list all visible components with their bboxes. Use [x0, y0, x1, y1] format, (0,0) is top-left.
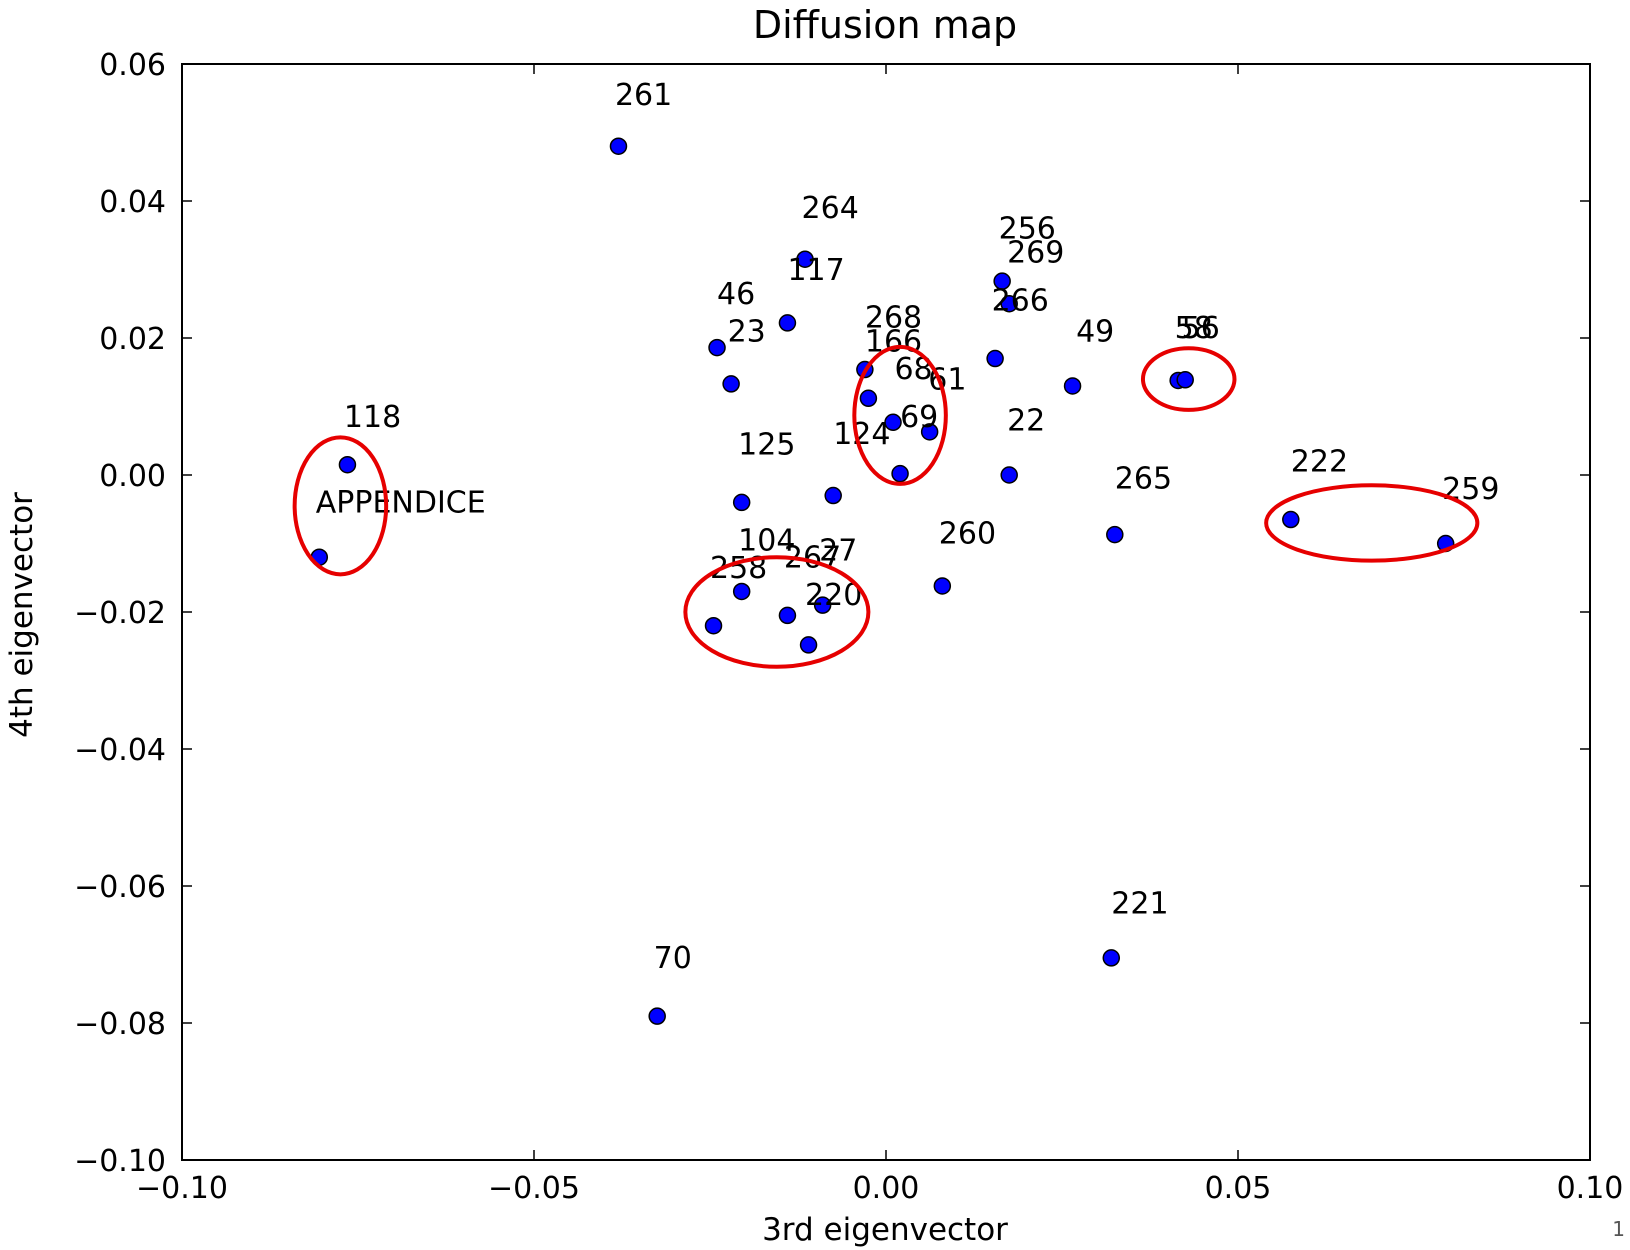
- point-label: 23: [728, 314, 766, 349]
- point-label: 58: [1175, 311, 1213, 346]
- data-point: [732, 582, 751, 601]
- point-label: 69: [900, 400, 938, 435]
- point-label: 117: [787, 253, 844, 288]
- data-point: [1102, 949, 1121, 967]
- highlight-ellipse: [292, 435, 389, 577]
- data-point: [891, 464, 909, 483]
- data-point: [338, 455, 357, 474]
- point-label: 166: [865, 325, 922, 360]
- highlight-ellipse: [852, 344, 948, 486]
- data-point: [824, 486, 842, 505]
- plot-area: −0.10 −0.05 0.00 0.05 0.10 0.06 0.04 0.02 0.00 −0…: [74, 48, 1623, 1206]
- x-tick-label: −0.05: [488, 1171, 580, 1206]
- data-point: [993, 272, 1011, 290]
- point-label: 260: [939, 517, 996, 552]
- point-label: 70: [654, 941, 692, 976]
- data-point: [648, 1007, 666, 1025]
- data-point: [1176, 371, 1194, 389]
- point-label: 268: [865, 301, 922, 336]
- point-label: 264: [802, 191, 859, 226]
- data-point: [1282, 510, 1300, 529]
- page-number: 1: [1612, 1217, 1625, 1241]
- x-tick-label: 0.00: [853, 1171, 920, 1206]
- y-tick-label: −0.10: [74, 1144, 166, 1179]
- point-label: 56: [1182, 311, 1220, 346]
- point-label: 269: [1007, 236, 1064, 271]
- y-tick-label: −0.06: [74, 870, 166, 905]
- data-point: [1063, 377, 1082, 395]
- highlight-ellipse: [683, 555, 871, 669]
- x-tick-label: −0.10: [136, 1171, 228, 1206]
- point-label: 222: [1291, 445, 1348, 480]
- data-point: [920, 423, 939, 441]
- data-point: [884, 413, 902, 432]
- y-tick-label: 0.02: [99, 322, 166, 357]
- point-label: 259: [1442, 472, 1499, 507]
- data-point: [708, 338, 726, 357]
- point-label: 261: [615, 78, 672, 113]
- point-label: 118: [344, 400, 401, 435]
- data-point: [704, 616, 723, 635]
- appendice-annotation: APPENDICE: [316, 486, 486, 521]
- point-label: 256: [999, 212, 1056, 247]
- y-axis-label: 4th eigenvector: [4, 492, 40, 738]
- highlight-ellipse: [1140, 346, 1237, 412]
- data-point: [799, 636, 818, 654]
- x-tick-label: 0.10: [1557, 1171, 1624, 1206]
- data-point: [796, 250, 814, 268]
- point-label: 125: [738, 427, 795, 462]
- point-label: 22: [1007, 403, 1045, 438]
- point-label: 49: [1076, 314, 1114, 349]
- point-label: 265: [1115, 462, 1172, 497]
- y-tick-label: −0.04: [74, 733, 166, 768]
- data-point: [609, 137, 628, 155]
- data-point: [986, 349, 1004, 368]
- data-point: [778, 606, 797, 625]
- point-label: 124: [833, 417, 890, 452]
- y-tick-label: −0.02: [74, 596, 166, 631]
- x-axis-label: 3rd eigenvector: [762, 1212, 1008, 1248]
- data-point: [933, 577, 952, 595]
- data-point: [1000, 466, 1018, 484]
- point-label: 221: [1111, 886, 1168, 921]
- highlight-ellipse: [1264, 483, 1480, 563]
- data-point: [722, 375, 740, 393]
- data-point: [1000, 295, 1018, 313]
- data-point: [732, 493, 751, 512]
- point-label: 46: [717, 277, 755, 312]
- x-tick-label: 0.05: [1205, 1171, 1272, 1206]
- point-label: 27: [819, 534, 857, 569]
- data-point: [813, 596, 832, 614]
- chart-title: Diffusion map: [753, 3, 1017, 47]
- data-point: [859, 389, 878, 408]
- y-tick-label: 0.04: [99, 185, 166, 220]
- data-point: [1106, 525, 1124, 544]
- data-point: [778, 314, 797, 332]
- y-tick-label: 0.00: [99, 459, 166, 494]
- y-tick-label: −0.08: [74, 1007, 166, 1042]
- point-label: 104: [738, 523, 795, 558]
- y-tick-label: 0.06: [99, 48, 166, 83]
- point-label: 266: [992, 284, 1049, 319]
